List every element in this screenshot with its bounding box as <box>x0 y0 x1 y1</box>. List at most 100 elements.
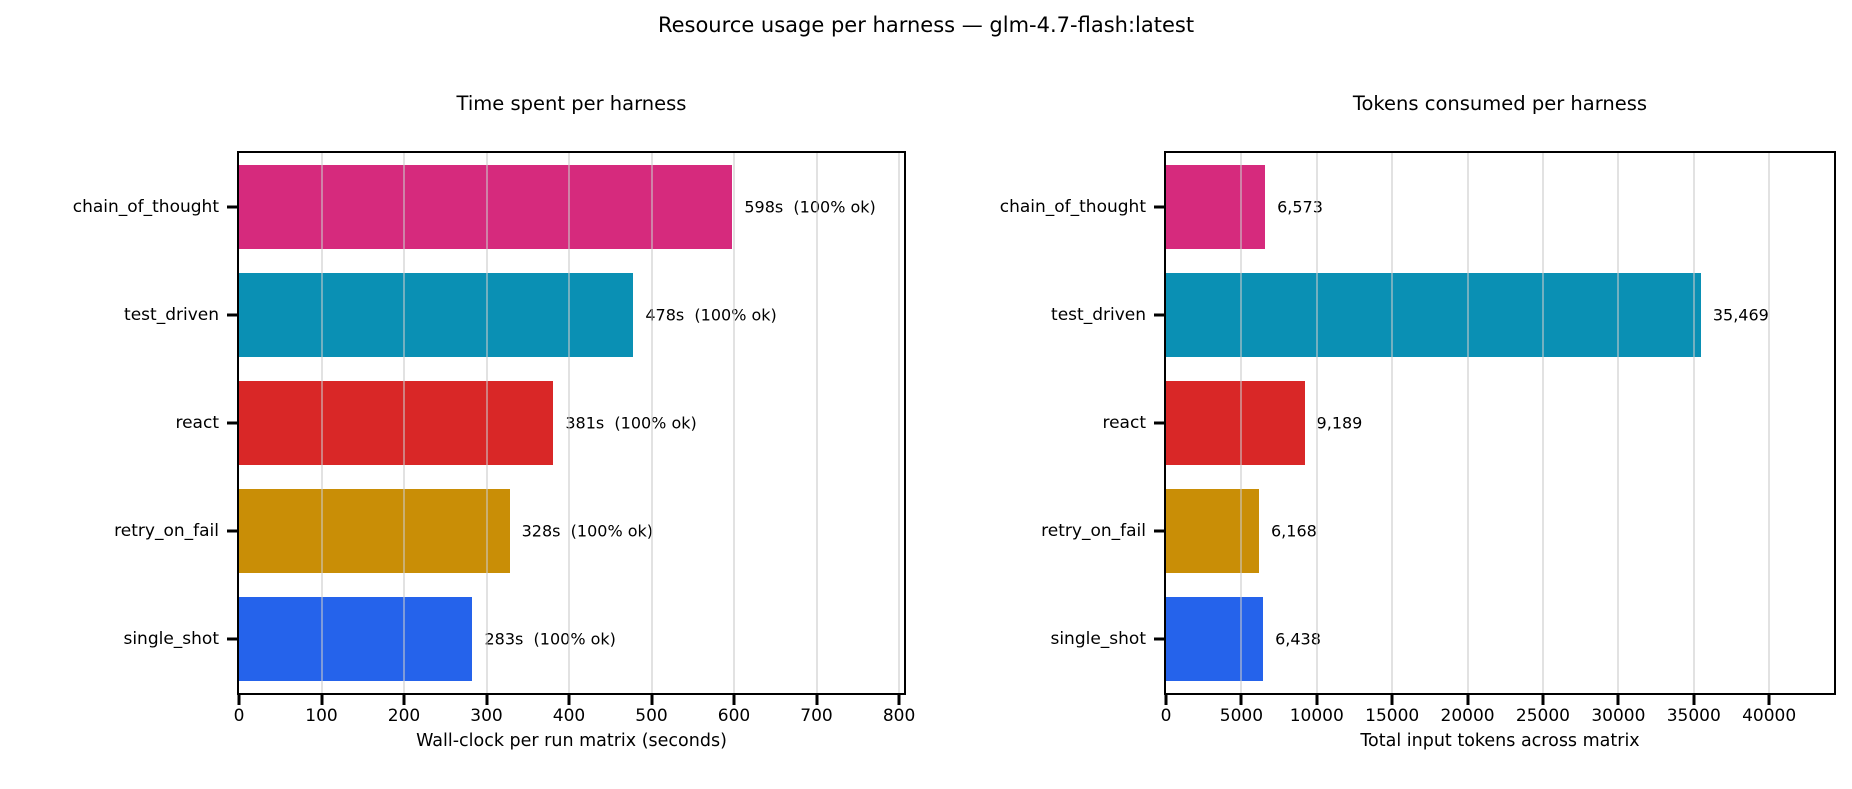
time-subplot-title: Time spent per harness <box>456 92 687 115</box>
xtick-mark <box>567 695 571 705</box>
ytick-mark <box>1154 421 1164 425</box>
bar-value-label: 328s (100% ok) <box>521 521 654 541</box>
ytick-mark <box>227 313 237 317</box>
bar-value-label: 6,573 <box>1277 197 1323 217</box>
xtick-label: 100 <box>305 706 338 726</box>
bar-retry_on_fail <box>1166 488 1259 574</box>
gridline <box>1692 153 1695 693</box>
bar-value-label: 6,438 <box>1275 629 1321 649</box>
xtick-mark <box>732 695 736 705</box>
xtick-mark <box>1767 695 1771 705</box>
xtick-label: 25000 <box>1515 706 1571 726</box>
bar-value-label: 598s (100% ok) <box>744 197 876 217</box>
figure-title: Resource usage per harness — glm-4.7-fla… <box>657 13 1195 37</box>
bar-single_shot <box>1166 596 1264 682</box>
gridline <box>1541 153 1544 693</box>
xtick-label: 600 <box>717 706 751 726</box>
xtick-mark <box>485 695 489 705</box>
xtick-mark <box>1390 695 1394 705</box>
bar-row: 6,168 <box>1166 477 1834 585</box>
bar-single_shot <box>239 596 473 682</box>
xtick-label: 500 <box>635 706 668 726</box>
bar-value-label: 283s (100% ok) <box>484 629 616 649</box>
xtick-label: 800 <box>882 706 916 726</box>
xtick-mark <box>402 695 406 705</box>
time-plot-area: 598s (100% ok) chain_of_thought 478s (100%… <box>73 151 915 726</box>
ytick-label-test_driven: test_driven <box>124 305 219 325</box>
bar-test_driven <box>239 272 634 358</box>
ytick-mark <box>227 421 237 425</box>
xtick-mark <box>1315 695 1319 705</box>
xtick-mark <box>1239 695 1243 705</box>
ytick-label-chain_of_thought: chain_of_thought <box>999 197 1146 217</box>
bar-react <box>1166 380 1305 466</box>
gridline <box>733 153 736 693</box>
ytick-label-single_shot: single_shot <box>1050 629 1146 649</box>
gridline <box>898 153 901 693</box>
xtick-label: 5000 <box>1219 706 1264 726</box>
xtick-label: 10000 <box>1289 706 1344 726</box>
bar-row: 9,189 <box>1166 369 1834 477</box>
xtick-label: 35000 <box>1666 706 1721 726</box>
ytick-label-test_driven: test_driven <box>1051 305 1146 325</box>
ytick-mark <box>227 637 237 641</box>
bar-row: 381s (100% ok) <box>239 369 904 477</box>
bar-row: 6,438 <box>1166 585 1834 693</box>
ytick-label-retry_on_fail: retry_on_fail <box>114 521 219 541</box>
xtick-mark <box>1541 695 1545 705</box>
xtick-mark <box>1164 695 1168 705</box>
bar-row: 283s (100% ok) <box>239 585 904 693</box>
bar-react <box>239 380 554 466</box>
ytick-mark <box>227 205 237 209</box>
ytick-label-chain_of_thought: chain_of_thought <box>72 197 219 217</box>
xtick-label: 30000 <box>1591 706 1646 726</box>
xtick-label: 400 <box>552 706 586 726</box>
gridline <box>320 153 323 693</box>
gridline <box>1391 153 1394 693</box>
tokens-plot-area: 6,573 chain_of_thought 35,469 test_driven 9,… <box>1000 151 1836 726</box>
xtick-mark <box>1692 695 1696 705</box>
gridline <box>1315 153 1318 693</box>
ytick-mark <box>227 529 237 533</box>
ytick-label-single_shot: single_shot <box>123 629 219 649</box>
xtick-label: 15000 <box>1365 706 1420 726</box>
xtick-mark <box>815 695 819 705</box>
ytick-label-react: react <box>175 413 219 433</box>
tokens-xaxis-label: Total input tokens across matrix <box>1360 731 1640 751</box>
xtick-mark <box>1466 695 1470 705</box>
bar-value-label: 6,168 <box>1271 521 1317 541</box>
gridline <box>1240 153 1243 693</box>
bar-value-label: 35,469 <box>1712 305 1769 325</box>
xtick-label: 20000 <box>1440 706 1495 726</box>
xtick-label: 700 <box>800 706 833 726</box>
ytick-mark <box>1154 313 1164 317</box>
tokens-subplot-title: Tokens consumed per harness <box>1352 92 1648 115</box>
ytick-mark <box>1154 529 1164 533</box>
gridline <box>1617 153 1620 693</box>
bar-value-label: 478s (100% ok) <box>645 305 777 325</box>
gridline <box>1466 153 1469 693</box>
bar-row: 478s (100% ok) <box>239 261 904 369</box>
ytick-mark <box>1154 205 1164 209</box>
xtick-label: 300 <box>470 706 503 726</box>
ytick-mark <box>1154 637 1164 641</box>
xtick-mark <box>897 695 901 705</box>
xtick-label: 200 <box>387 706 421 726</box>
gridline <box>1768 153 1771 693</box>
bar-test_driven <box>1166 272 1701 358</box>
bar-row: 6,573 <box>1166 153 1834 261</box>
gridline <box>485 153 488 693</box>
time-xaxis-label: Wall-clock per run matrix (seconds) <box>416 731 727 751</box>
xtick-mark <box>237 695 241 705</box>
bar-row: 35,469 <box>1166 261 1834 369</box>
gridline <box>815 153 818 693</box>
xtick-label: 0 <box>1160 706 1172 726</box>
bar-chain_of_thought <box>1166 164 1266 250</box>
bar-value-label: 9,189 <box>1316 413 1363 433</box>
bar-retry_on_fail <box>239 488 510 574</box>
gridline <box>403 153 405 693</box>
gridline <box>568 153 571 693</box>
